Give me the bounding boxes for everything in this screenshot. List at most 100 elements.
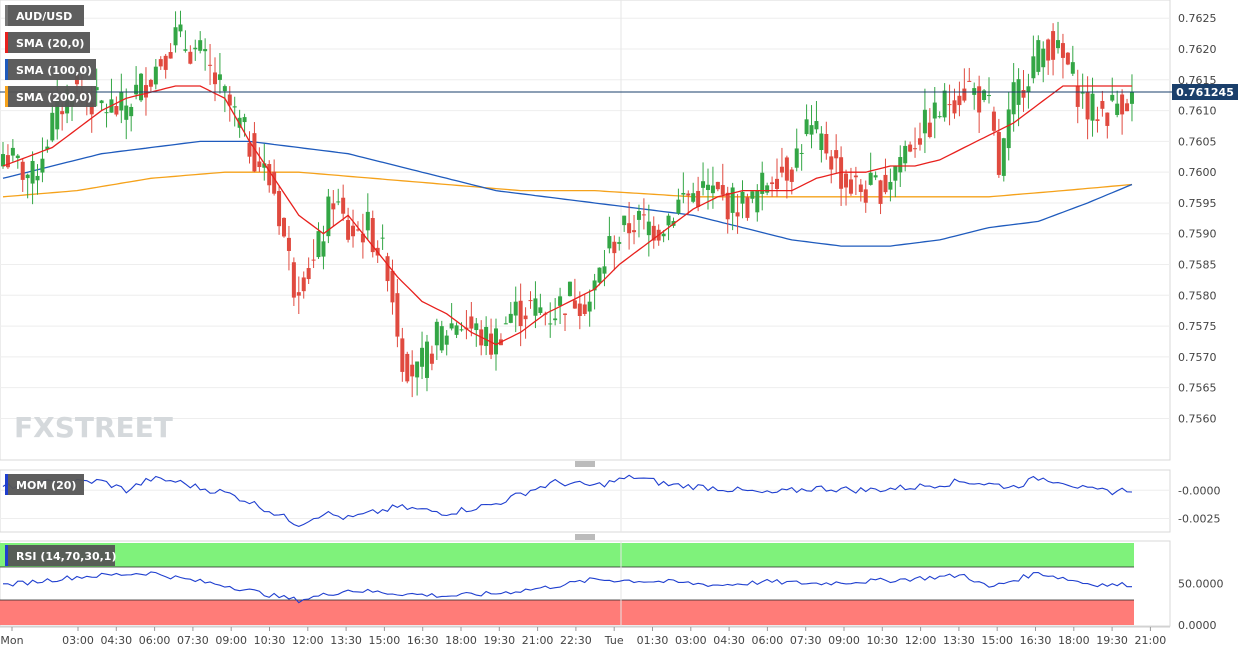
candle-body — [1021, 90, 1026, 98]
time-tick-label: 03:00 — [62, 634, 94, 647]
price-tick-label: 0.7625 — [1178, 12, 1217, 25]
candle-body — [691, 193, 696, 202]
candle-body — [582, 304, 587, 314]
candle-body — [577, 303, 582, 316]
candle-body — [651, 225, 656, 241]
candle-body — [518, 300, 523, 327]
price-axis: 0.7625 0.7620 0.7615 0.7610 0.7605 0.7600 0.75… — [1178, 12, 1217, 425]
candle-body — [434, 321, 439, 346]
candle-body — [804, 119, 809, 135]
candle-body — [346, 220, 351, 240]
candle-body — [597, 267, 602, 283]
candle-body — [277, 191, 282, 227]
candle-body — [1056, 40, 1061, 49]
candle-body — [720, 185, 725, 195]
legend-sma20[interactable]: SMA (20,0) — [5, 32, 90, 53]
legend-sma100[interactable]: SMA (100,0) — [5, 59, 96, 80]
price-tick-label: 0.7595 — [1178, 197, 1217, 210]
candle-body — [15, 155, 20, 159]
price-tick-label: 0.7565 — [1178, 382, 1217, 395]
candle-body — [750, 191, 755, 199]
candle-body — [779, 166, 784, 173]
momentum-line — [2, 474, 1133, 527]
candle-body — [360, 233, 365, 243]
candle-body — [996, 131, 1001, 175]
panel-resize-handle-1[interactable] — [575, 461, 595, 467]
legend-sma100-label: SMA (100,0) — [16, 64, 92, 77]
time-tick-label: 10:30 — [254, 634, 286, 647]
candle-body — [661, 233, 666, 237]
last-price-tag-bg — [1172, 84, 1238, 100]
candle-body — [646, 221, 651, 236]
legend-symbol-marker — [5, 5, 8, 26]
legend-momentum[interactable]: MOM (20) — [5, 474, 84, 495]
candle-body — [429, 353, 434, 364]
candle-body — [188, 51, 193, 64]
candle-body — [306, 268, 311, 280]
legend-symbol-label: AUD/USD — [16, 10, 72, 23]
candle-body — [848, 179, 853, 194]
candle-body — [168, 52, 173, 59]
candle-body — [794, 148, 799, 168]
candle-body — [784, 157, 789, 181]
candle-body — [533, 298, 538, 316]
legend-momentum-swatch — [5, 474, 8, 495]
candle-body — [636, 211, 641, 220]
candle-body — [952, 100, 957, 114]
candle-body — [853, 175, 858, 178]
candle-body — [415, 361, 420, 378]
candle-body — [1110, 94, 1115, 101]
candle-body — [296, 292, 301, 296]
panel-resize-handle-2[interactable] — [575, 534, 595, 540]
candle-body — [227, 94, 232, 106]
candle-body — [163, 55, 168, 70]
candle-body — [380, 237, 385, 239]
price-tick-label: 0.7590 — [1178, 228, 1217, 241]
legend-sma200[interactable]: SMA (200,0) — [5, 86, 96, 107]
candle-body — [267, 164, 272, 186]
candle-body — [725, 192, 730, 220]
legend-rsi[interactable]: RSI (14,70,30,1) — [5, 545, 116, 566]
rsi-overbought-zone — [0, 543, 1134, 567]
candle-body — [913, 148, 918, 150]
rsi-line — [3, 571, 1132, 604]
candle-body — [469, 316, 474, 329]
candle-body — [705, 184, 710, 191]
candle-body — [558, 296, 563, 306]
candle-body — [1065, 52, 1070, 65]
candle-body — [143, 85, 148, 98]
rsi-path — [3, 571, 1132, 604]
candle-body — [982, 90, 987, 101]
candle-body — [114, 106, 119, 115]
candle-body — [937, 116, 942, 118]
candle-body — [50, 112, 55, 141]
candle-body — [60, 111, 65, 115]
time-tick-label: 03:00 — [675, 634, 707, 647]
candle-body — [439, 326, 444, 351]
candle-body — [203, 49, 208, 52]
candle-body — [124, 105, 129, 120]
candle-body — [1070, 62, 1075, 74]
candle-body — [1085, 92, 1090, 120]
rsi-panel: 50.0000 0.0000 RSI (14,70,30,1) — [0, 540, 1224, 633]
candle-body — [666, 215, 671, 226]
legend-symbol[interactable]: AUD/USD — [5, 5, 84, 26]
candle-body — [272, 171, 277, 194]
candle-body — [799, 152, 804, 154]
candle-body — [1031, 56, 1036, 79]
candle-body — [863, 189, 868, 203]
candle-body — [341, 197, 346, 214]
candle-body — [1060, 43, 1065, 58]
candle-body — [927, 122, 932, 138]
candle-body — [947, 104, 952, 106]
candle-body — [390, 270, 395, 303]
candle-body — [454, 325, 459, 335]
candle-body — [942, 90, 947, 118]
rsi-axis: 50.0000 0.0000 — [1178, 578, 1224, 633]
candle-body — [183, 49, 188, 51]
time-tick-label: 19:30 — [1096, 634, 1128, 647]
candle-body — [1046, 39, 1051, 61]
candle-body — [567, 281, 572, 297]
candle-body — [503, 323, 508, 325]
legend-sma20-bg — [5, 32, 90, 53]
